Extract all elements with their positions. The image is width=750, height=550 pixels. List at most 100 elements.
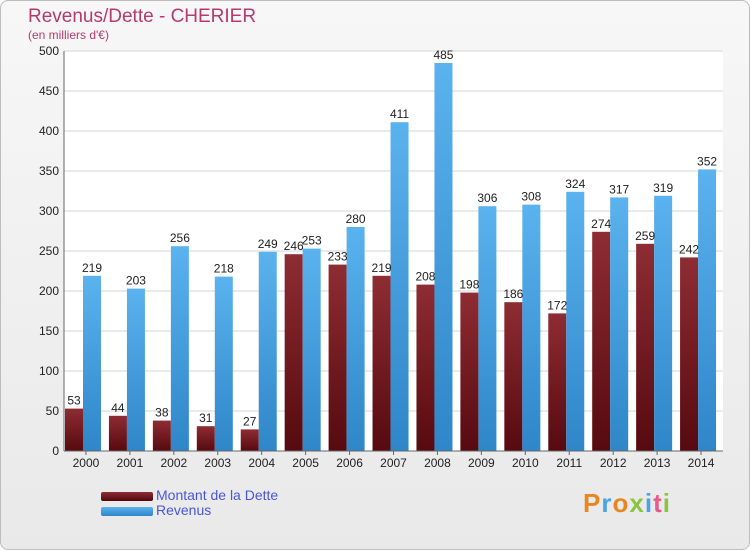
data-label-dette: 27 <box>243 414 257 428</box>
bar-dette <box>460 292 479 451</box>
y-tick-label: 450 <box>39 84 59 98</box>
bar-dette <box>240 429 259 451</box>
bar-revenus <box>698 169 717 451</box>
x-tick-label: 2001 <box>117 456 144 470</box>
legend-item-revenus: Revenus <box>101 502 211 518</box>
bar-revenus <box>83 275 101 451</box>
bar-dette <box>196 426 215 451</box>
y-tick-label: 50 <box>46 404 60 418</box>
x-tick-label: 2006 <box>336 456 363 470</box>
logo-letter: t <box>653 488 663 518</box>
bar-revenus <box>522 204 541 451</box>
bar-revenus <box>434 63 453 451</box>
bar-revenus <box>170 246 189 451</box>
data-label-dette: 172 <box>547 298 567 312</box>
bar-revenus <box>478 206 497 451</box>
data-label-dette: 259 <box>635 229 655 243</box>
data-label-revenus: 308 <box>521 190 541 204</box>
x-tick-label: 2008 <box>424 456 451 470</box>
y-tick-label: 300 <box>39 204 59 218</box>
y-tick-label: 200 <box>39 284 59 298</box>
y-tick-label: 150 <box>39 324 59 338</box>
data-label-dette: 44 <box>111 401 125 415</box>
x-tick-label: 2011 <box>556 456 582 470</box>
data-label-revenus: 256 <box>170 231 190 245</box>
bar-dette <box>108 415 127 451</box>
data-label-dette: 198 <box>459 278 479 292</box>
x-tick-label: 2003 <box>204 456 231 470</box>
x-tick-label: 2004 <box>248 456 275 470</box>
x-tick-label: 2002 <box>160 456 187 470</box>
data-label-dette: 246 <box>284 239 304 253</box>
chart-subtitle: (en milliers d'€) <box>28 28 109 42</box>
data-label-revenus: 253 <box>302 234 322 248</box>
bar-dette <box>152 420 171 451</box>
y-tick-label: 0 <box>52 444 59 458</box>
logo-letter: o <box>612 488 630 518</box>
data-label-revenus: 249 <box>258 237 278 251</box>
x-tick-label: 2000 <box>73 456 100 470</box>
y-tick-label: 100 <box>39 364 59 378</box>
proxiti-logo: Proxiti <box>583 488 671 519</box>
data-label-dette: 53 <box>67 394 81 408</box>
data-label-dette: 233 <box>328 250 348 264</box>
data-label-dette: 242 <box>679 242 699 256</box>
bar-revenus <box>258 251 277 451</box>
data-label-revenus: 306 <box>477 191 497 205</box>
x-tick-label: 2009 <box>468 456 495 470</box>
bar-revenus <box>214 276 233 451</box>
bar-revenus <box>302 248 321 451</box>
bar-dette <box>372 275 391 451</box>
y-tick-label: 400 <box>39 124 59 138</box>
data-label-dette: 186 <box>503 287 523 301</box>
y-tick-label: 350 <box>39 164 59 178</box>
data-label-dette: 219 <box>372 261 392 275</box>
axes: 0 50 100 150 200 250 300 350 400 450 500 2000 2001 20… <box>39 44 723 470</box>
x-tick-label: 2005 <box>292 456 319 470</box>
bar-dette <box>548 313 567 451</box>
y-tick-label: 500 <box>39 44 59 58</box>
bar-revenus <box>610 197 629 451</box>
x-tick-label: 2013 <box>644 456 671 470</box>
data-label-revenus: 319 <box>653 181 673 195</box>
data-label-revenus: 203 <box>126 274 146 288</box>
legend-swatch-revenus <box>101 506 153 516</box>
data-label-revenus: 324 <box>565 177 585 191</box>
legend-item-dette: Montant de la Dette <box>101 487 278 503</box>
bar-dette <box>504 302 523 451</box>
logo-letter: i <box>662 488 671 518</box>
y-tick-label: 250 <box>39 244 59 258</box>
data-label-dette: 38 <box>155 406 169 420</box>
data-label-revenus: 218 <box>214 262 234 276</box>
bar-dette <box>680 257 699 451</box>
bar-dette <box>636 243 655 451</box>
logo-letter: r <box>601 488 613 518</box>
data-label-dette: 274 <box>591 217 611 231</box>
data-label-revenus: 485 <box>433 48 453 62</box>
bar-revenus <box>654 195 673 451</box>
bar-dette <box>65 408 83 451</box>
data-label-revenus: 280 <box>346 212 366 226</box>
bar-dette <box>284 254 303 451</box>
data-label-revenus: 219 <box>82 261 102 275</box>
logo-letter: P <box>583 488 602 518</box>
logo-letter: x <box>629 488 645 518</box>
bar-revenus <box>126 288 145 451</box>
bar-revenus <box>390 122 409 451</box>
legend-swatch-dette <box>101 491 153 501</box>
chart-title: Revenus/Dette - CHERIER <box>28 6 257 27</box>
data-label-dette: 31 <box>199 411 213 425</box>
data-label-revenus: 352 <box>697 154 717 168</box>
legend-label-revenus: Revenus <box>156 502 212 518</box>
bar-revenus <box>566 191 585 452</box>
bar-dette <box>328 264 347 451</box>
legend-label-dette: Montant de la Dette <box>156 487 279 503</box>
x-tick-label: 2010 <box>512 456 539 470</box>
data-label-revenus: 411 <box>390 107 409 121</box>
bar-revenus <box>346 227 365 451</box>
bars <box>65 63 717 452</box>
data-label-revenus: 317 <box>609 182 629 196</box>
x-tick-label: 2012 <box>600 456 627 470</box>
data-label-dette: 208 <box>415 270 435 284</box>
